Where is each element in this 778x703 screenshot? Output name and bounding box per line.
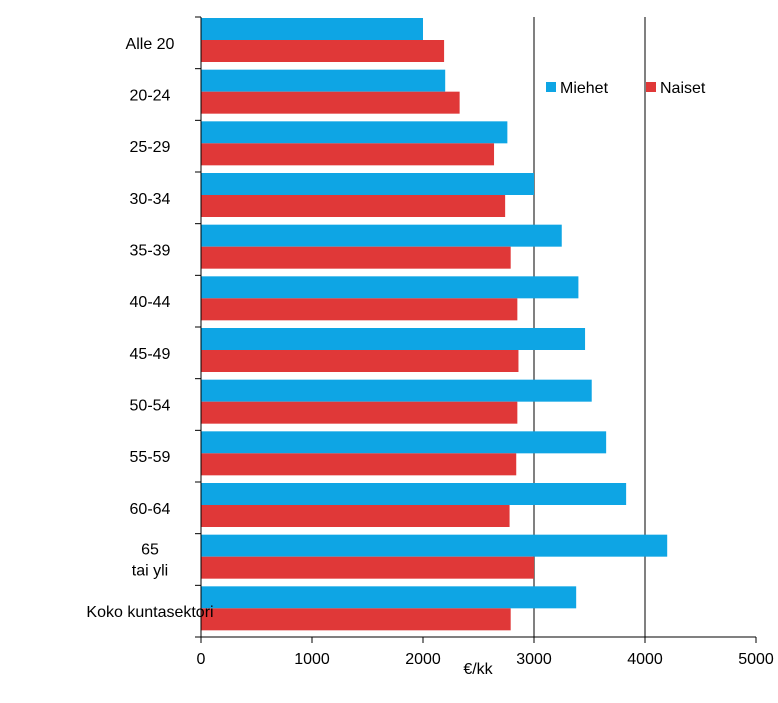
x-tick-label: 2000	[405, 651, 441, 668]
legend-label-miehet: Miehet	[560, 80, 609, 97]
category-label: 50-54	[130, 398, 171, 415]
bar-naiset	[201, 298, 518, 321]
bar-miehet	[201, 379, 592, 402]
x-tick-label: 1000	[294, 651, 330, 668]
category-label: Koko kuntasektori	[86, 604, 213, 621]
bar-naiset	[201, 350, 519, 372]
x-tick-label: 3000	[516, 651, 552, 668]
bar-miehet	[201, 224, 562, 247]
legend: Miehet Naiset	[546, 80, 706, 97]
category-label: 40-44	[130, 294, 171, 311]
x-tick-label: 4000	[627, 651, 663, 668]
x-ticks: 0 1000 2000 3000 4000 5000	[197, 637, 774, 668]
category-label: 20-24	[130, 88, 171, 105]
bar-miehet	[201, 18, 423, 40]
bar-miehet	[201, 173, 534, 195]
category-labels: Alle 20 20-24 25-29 30-34 35-39 40-44 45-49 50-…	[86, 16, 214, 638]
category-label: 35-39	[130, 243, 171, 260]
legend-swatch-miehet	[546, 82, 556, 92]
x-tick-label: 0	[197, 651, 206, 668]
bar-naiset	[201, 195, 506, 217]
bar-miehet	[201, 328, 586, 350]
bar-naiset	[201, 91, 460, 114]
bar-miehet	[201, 483, 627, 505]
bar-naiset	[201, 556, 534, 579]
bar-miehet	[201, 276, 579, 299]
category-label: 45-49	[130, 346, 171, 363]
category-label: 55-59	[130, 449, 171, 466]
x-axis-title: €/kk	[463, 661, 493, 678]
bar-naiset	[201, 505, 510, 527]
category-label: 65 tai yli	[132, 542, 168, 580]
category-label: 30-34	[130, 191, 171, 208]
bar-miehet	[201, 586, 577, 609]
category-label: Alle 20	[126, 36, 175, 53]
bar-miehet	[201, 431, 607, 454]
bar-naiset	[201, 453, 517, 476]
category-label: 25-29	[130, 139, 171, 156]
bar-miehet	[201, 121, 508, 144]
gridlines	[533, 17, 646, 637]
category-label: 60-64	[130, 501, 171, 518]
legend-swatch-naiset	[646, 82, 656, 92]
bar-miehet	[201, 69, 446, 92]
bars	[201, 18, 668, 631]
bar-naiset	[201, 143, 495, 166]
legend-label-naiset: Naiset	[660, 80, 706, 97]
bar-naiset	[201, 246, 511, 269]
x-tick-label: 5000	[738, 651, 774, 668]
bar-naiset	[201, 40, 445, 62]
bar-naiset	[201, 401, 518, 424]
bar-miehet	[201, 534, 668, 557]
bar-naiset	[201, 608, 511, 631]
